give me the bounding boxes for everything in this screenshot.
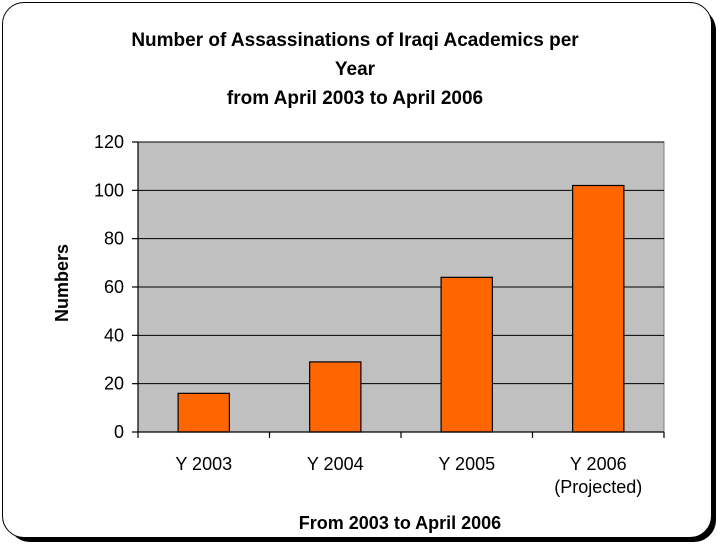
x-tick-label-0: Y 2003 [175,454,232,474]
bar-2 [440,276,493,433]
chart-title-line-1: Number of Assassinations of Iraqi Academ… [131,30,579,51]
chart-title-line-2: Year [335,59,376,80]
y-tick-label-100: 100 [94,180,124,200]
x-tick-label-1: Y 2004 [307,454,364,474]
y-tick-label-20: 20 [104,374,124,394]
x-tick-label-2: Y 2005 [438,454,495,474]
chart-title: Number of Assassinations of Iraqi Academ… [131,30,579,109]
x-axis-title: From 2003 to April 2006 [299,513,501,533]
x-tick-labels: Y 2003 Y 2004 Y 2005 Y 2006 (Projected) [175,454,642,497]
bar-3 [572,184,625,433]
y-tick-label-0: 0 [114,422,124,442]
bar-0 [177,392,230,433]
y-tick-label-80: 80 [104,229,124,249]
bars [177,184,625,433]
axes [132,141,665,438]
y-tick-label-60: 60 [104,277,124,297]
y-tick-label-40: 40 [104,325,124,345]
chart-title-line-3: from April 2003 to April 2006 [227,88,483,109]
bar-1 [309,361,362,433]
x-tick-label-3: Y 2006 [570,454,627,474]
y-tick-label-120: 120 [94,132,124,152]
y-tick-labels: 0 20 40 60 80 100 120 [94,132,124,442]
y-axis-title: Numbers [52,244,72,322]
x-tick-label-3-line-1: (Projected) [554,477,642,497]
